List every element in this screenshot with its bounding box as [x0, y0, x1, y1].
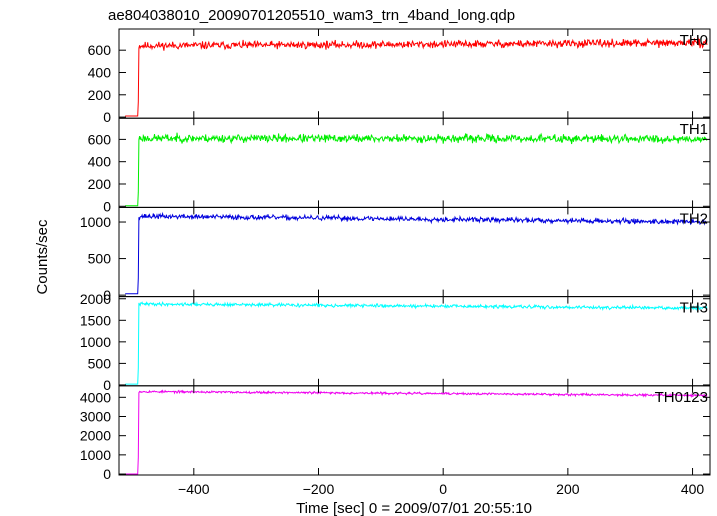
y-tick-label: 400: [88, 154, 112, 170]
panel-th0: 0 200 400 600 TH0: [88, 28, 711, 125]
y-tick-label: 500: [88, 355, 112, 371]
panel-th1: 0 200 400 600 TH1: [88, 117, 711, 214]
y-tick-label: 500: [88, 251, 112, 267]
series-line-th0: [125, 37, 708, 117]
panel-label-th0123: TH0123: [655, 389, 708, 406]
panel-th2: 0 500 1000 TH2: [80, 206, 711, 303]
panel-label-th1: TH1: [680, 121, 708, 138]
x-axis-label: Time [sec] 0 = 2009/07/01 20:55:10: [296, 500, 532, 516]
y-tick-label: 0: [103, 287, 111, 303]
series-line-th1: [125, 132, 708, 207]
y-tick-label: 400: [88, 64, 112, 80]
x-tick-label: 0: [439, 481, 447, 497]
x-tick-label: −400: [178, 481, 210, 497]
x-tick-label: −200: [303, 481, 335, 497]
panel-label-th2: TH2: [680, 210, 708, 227]
y-tick-label: 0: [103, 198, 111, 214]
y-tick-label: 200: [88, 176, 112, 192]
y-tick-label: 1000: [80, 447, 111, 463]
panel-frame: [118, 117, 711, 208]
y-tick-label: 0: [103, 466, 111, 482]
panel-frame: [118, 385, 711, 476]
y-tick-label: 600: [88, 131, 112, 147]
y-tick-label: 1000: [80, 334, 111, 350]
y-axis-label: Counts/sec: [34, 219, 51, 295]
y-tick-label: 1500: [80, 312, 111, 328]
y-tick-label: 2000: [80, 428, 111, 444]
panel-label-th0: TH0: [680, 32, 708, 49]
series-line-th3: [125, 301, 708, 385]
panel-frame: [118, 296, 711, 387]
chart-title: ae804038010_20090701205510_wam3_trn_4ban…: [108, 7, 515, 24]
y-tick-label: 600: [88, 42, 112, 58]
x-tick-label: 200: [556, 481, 580, 497]
y-tick-label: 2000: [80, 291, 111, 307]
panel-th0123: 0 1000 2000 3000 4000 TH0123: [80, 385, 711, 482]
series-line-th2: [125, 211, 708, 295]
panel-label-th3: TH3: [680, 300, 708, 317]
panel-frame: [118, 28, 711, 119]
x-tick-label: 400: [681, 481, 705, 497]
y-tick-label: 0: [103, 109, 111, 125]
y-tick-label: 1000: [80, 214, 111, 230]
y-tick-label: 200: [88, 87, 112, 103]
panel-stack: 0 200 400 600 TH0 0 200 400 600 TH1 0 500 1000 TH2 0 50…: [80, 28, 711, 482]
panel-th3: 0 500 1000 1500 2000 TH3: [80, 291, 711, 393]
y-tick-label: 4000: [80, 389, 111, 405]
x-axis-tick-labels: −400 −200 0 200 400: [178, 481, 704, 497]
series-line-th0123: [125, 389, 708, 475]
y-tick-label: 0: [103, 377, 111, 393]
y-tick-label: 3000: [80, 408, 111, 424]
